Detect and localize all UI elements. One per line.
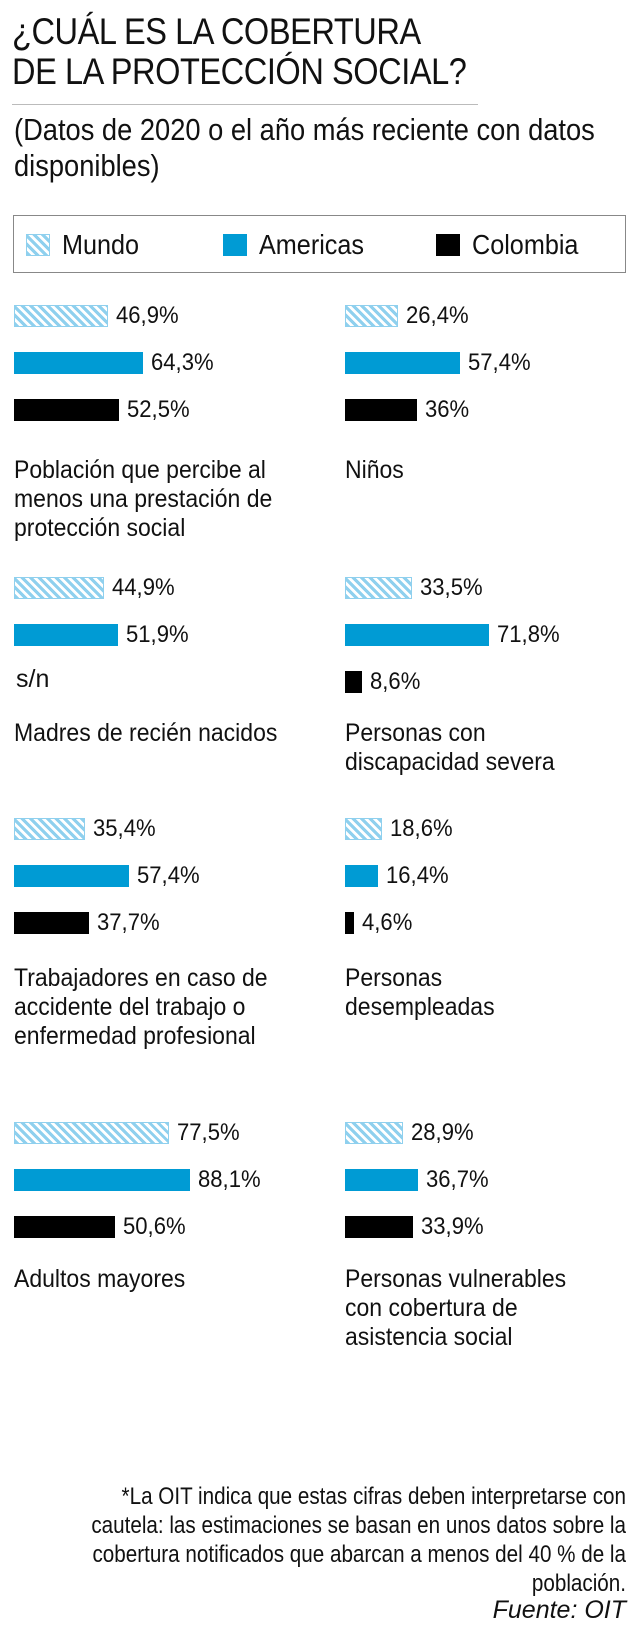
bar-mundo bbox=[14, 305, 108, 327]
data-label: 26,4% bbox=[406, 302, 469, 329]
bar-americas bbox=[345, 1169, 418, 1191]
data-label: 4,6% bbox=[362, 909, 413, 936]
data-label: 44,9% bbox=[112, 574, 175, 601]
bar-colombia bbox=[345, 399, 417, 421]
title-divider bbox=[12, 104, 478, 105]
bar-americas bbox=[345, 624, 489, 646]
footnote: *La OIT indica que estas cifras deben in… bbox=[0, 1482, 626, 1598]
legend-item-americas: Americas bbox=[223, 229, 376, 260]
bar-row-colombia: 52,5% bbox=[14, 396, 195, 423]
legend-item-colombia: Colombia bbox=[436, 229, 590, 260]
bar-row-mundo: 28,9% bbox=[345, 1119, 479, 1146]
bar-colombia bbox=[345, 912, 354, 934]
legend: Mundo Americas Colombia bbox=[13, 215, 626, 273]
data-label: 35,4% bbox=[93, 815, 156, 842]
chart-title: ¿CUÁL ES LA COBERTURA DE LA PROTECCIÓN S… bbox=[12, 11, 467, 92]
missing-value-label: s/n bbox=[16, 665, 50, 693]
data-label: 36% bbox=[425, 396, 470, 423]
category-label: Personas vulnerables con cobertura de as… bbox=[345, 1265, 567, 1351]
bar-row-mundo: 26,4% bbox=[345, 302, 474, 329]
bar-row-americas: 16,4% bbox=[345, 862, 454, 889]
bar-mundo bbox=[345, 818, 382, 840]
category-label: Niños bbox=[345, 456, 404, 484]
legend-swatch-colombia bbox=[436, 234, 460, 256]
data-label: 57,4% bbox=[468, 349, 531, 376]
category-label: Adultos mayores bbox=[14, 1265, 186, 1293]
data-label: 64,3% bbox=[151, 349, 214, 376]
category-label: Trabajadores en caso de accidente del tr… bbox=[14, 964, 268, 1050]
bar-americas bbox=[14, 352, 143, 374]
chart-subtitle: (Datos de 2020 o el año más reciente con… bbox=[14, 112, 595, 183]
data-label: 51,9% bbox=[126, 621, 189, 648]
data-label: 52,5% bbox=[127, 396, 190, 423]
bar-americas bbox=[345, 865, 378, 887]
category-label: Madres de recién nacidos bbox=[14, 719, 278, 747]
data-label: 57,4% bbox=[137, 862, 200, 889]
bar-row-mundo: 33,5% bbox=[345, 574, 488, 601]
bar-row-americas: 51,9% bbox=[14, 621, 194, 648]
bar-mundo bbox=[345, 1122, 403, 1144]
data-label: 16,4% bbox=[386, 862, 449, 889]
bar-row-americas: 57,4% bbox=[345, 349, 536, 376]
bar-colombia bbox=[14, 1216, 115, 1238]
bar-row-americas: 88,1% bbox=[14, 1166, 266, 1193]
bar-row-colombia: 37,7% bbox=[14, 909, 165, 936]
data-label: 77,5% bbox=[177, 1119, 240, 1146]
bar-mundo bbox=[345, 305, 398, 327]
title-line-1: ¿CUÁL ES LA COBERTURA bbox=[12, 11, 421, 52]
bar-mundo bbox=[345, 577, 412, 599]
data-label: 71,8% bbox=[497, 621, 560, 648]
bar-row-mundo: 77,5% bbox=[14, 1119, 245, 1146]
legend-label: Colombia bbox=[472, 229, 579, 260]
bar-row-colombia: 4,6% bbox=[345, 909, 417, 936]
source-credit: Fuente: OIT bbox=[492, 1596, 626, 1624]
bar-row-colombia: 50,6% bbox=[14, 1213, 191, 1240]
bar-row-mundo: 44,9% bbox=[14, 574, 180, 601]
data-label: 37,7% bbox=[97, 909, 160, 936]
bar-row-mundo: 46,9% bbox=[14, 302, 184, 329]
legend-swatch-mundo bbox=[26, 234, 50, 256]
data-label: 46,9% bbox=[116, 302, 179, 329]
bar-mundo bbox=[14, 577, 104, 599]
footnote-text: *La OIT indica que estas cifras deben in… bbox=[91, 1483, 627, 1597]
bar-row-americas: 64,3% bbox=[14, 349, 219, 376]
bar-row-mundo: 35,4% bbox=[14, 815, 161, 842]
bar-row-colombia: 33,9% bbox=[345, 1213, 489, 1240]
category-label: Personas con discapacidad severa bbox=[345, 719, 555, 776]
bar-mundo bbox=[14, 818, 85, 840]
bar-row-mundo: 18,6% bbox=[345, 815, 458, 842]
data-label: 18,6% bbox=[390, 815, 453, 842]
bar-row-americas: 57,4% bbox=[14, 862, 205, 889]
legend-label: Americas bbox=[259, 229, 365, 260]
bar-americas bbox=[345, 352, 460, 374]
bar-americas bbox=[14, 624, 118, 646]
data-label: 33,5% bbox=[420, 574, 483, 601]
data-label: 8,6% bbox=[370, 668, 421, 695]
title-line-2: DE LA PROTECCIÓN SOCIAL? bbox=[12, 51, 467, 92]
bar-colombia bbox=[14, 912, 89, 934]
bar-colombia bbox=[345, 671, 362, 693]
data-label: 33,9% bbox=[421, 1213, 484, 1240]
bar-row-colombia: 8,6% bbox=[345, 668, 425, 695]
data-label: 36,7% bbox=[426, 1166, 489, 1193]
bar-colombia bbox=[14, 399, 119, 421]
category-label: Población que percibe al menos una prest… bbox=[14, 456, 273, 542]
bar-americas bbox=[14, 1169, 190, 1191]
legend-swatch-americas bbox=[223, 234, 247, 256]
category-label: Personas desempleadas bbox=[345, 964, 495, 1021]
bar-americas bbox=[14, 865, 129, 887]
bar-row-americas: 71,8% bbox=[345, 621, 565, 648]
legend-label: Mundo bbox=[62, 229, 140, 260]
bar-mundo bbox=[14, 1122, 169, 1144]
data-label: 28,9% bbox=[411, 1119, 474, 1146]
bar-row-colombia: 36% bbox=[345, 396, 473, 423]
data-label: 50,6% bbox=[123, 1213, 186, 1240]
data-label: 88,1% bbox=[198, 1166, 261, 1193]
legend-item-mundo: Mundo bbox=[26, 229, 148, 260]
bar-row-americas: 36,7% bbox=[345, 1166, 494, 1193]
bar-colombia bbox=[345, 1216, 413, 1238]
